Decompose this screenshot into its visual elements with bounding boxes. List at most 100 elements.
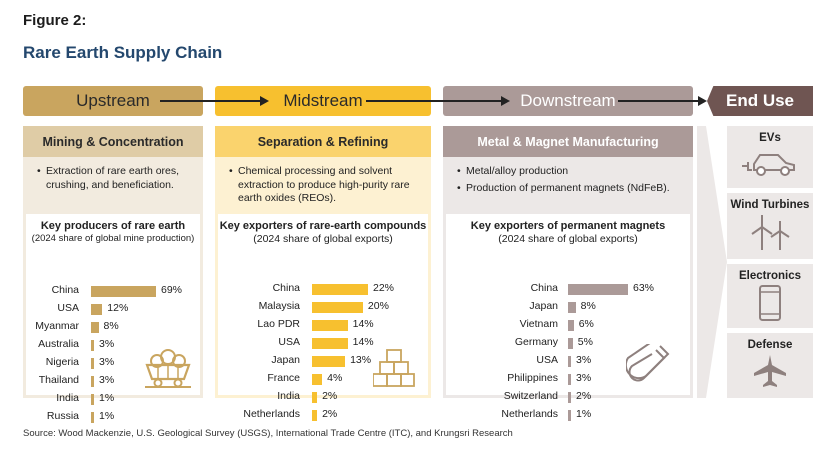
midstream-bar	[312, 338, 348, 349]
flow-arrow-down-end	[618, 100, 698, 102]
upstream-bar-category: USA	[57, 302, 79, 314]
midstream-chart-panel: Key exporters of rare-earth compounds (2…	[218, 214, 428, 421]
upstream-bar-category: Russia	[46, 410, 79, 422]
downstream-bar	[568, 284, 628, 295]
figure-label: Figure 2:	[23, 12, 87, 29]
magnet-icon	[626, 344, 670, 382]
downstream-bar-value-label: 2%	[576, 390, 592, 402]
upstream-bar	[91, 286, 156, 297]
end-use-label: Defense	[747, 339, 793, 351]
downstream-bar-category: Vietnam	[519, 318, 558, 330]
midstream-bar	[312, 302, 363, 313]
midstream-bar	[312, 392, 318, 403]
end-use-label: Electronics	[739, 270, 801, 282]
flow-arrowhead-down-end	[698, 96, 707, 106]
midstream-bar-category: France	[267, 372, 300, 384]
midstream-bullet: Chemical processing and solvent extracti…	[229, 165, 421, 206]
midstream-bar-value-label: 20%	[367, 300, 389, 312]
midstream-bar	[312, 320, 348, 331]
upstream-bar	[91, 376, 94, 387]
midstream-bar-value-label: 14%	[352, 318, 374, 330]
midstream-bar-value-label: 22%	[373, 282, 395, 294]
downstream-chart-subtitle: (2024 share of global exports)	[498, 233, 638, 245]
upstream-bar	[91, 340, 94, 351]
upstream-bar-value-label: 8%	[103, 320, 119, 332]
downstream-chart-title: Key exporters of permanent magnets	[470, 220, 666, 232]
downstream-bar	[568, 374, 571, 385]
midstream-bar	[312, 374, 323, 385]
boxes-icon	[373, 349, 415, 387]
upstream-bar-category: India	[56, 392, 79, 404]
downstream-bar-value-label: 3%	[576, 354, 592, 366]
midstream-chart-subtitle: (2024 share of global exports)	[253, 233, 393, 245]
upstream-bar	[91, 394, 94, 405]
end-use-label: EVs	[759, 132, 781, 144]
midstream-column: Separation & Refining Chemical processin…	[215, 126, 431, 421]
upstream-column: Mining & Concentration Extraction of rar…	[23, 126, 203, 423]
upstream-bar-value-label: 3%	[99, 338, 115, 350]
downstream-bar-value-label: 63%	[633, 282, 655, 294]
upstream-bar-value-label: 1%	[99, 410, 115, 422]
upstream-subheader: Mining & Concentration	[23, 126, 203, 157]
source-note: Source: Wood Mackenzie, U.S. Geological …	[23, 428, 513, 439]
end-use-electronics: Electronics	[727, 264, 813, 328]
downstream-bar-value-label: 3%	[576, 372, 592, 384]
upstream-bar-category: Thailand	[38, 374, 79, 386]
midstream-bar	[312, 356, 346, 367]
upstream-bar	[91, 358, 94, 369]
smartphone-icon	[759, 285, 781, 321]
midstream-bullets: Chemical processing and solvent extracti…	[215, 157, 431, 214]
downstream-bar-category: China	[530, 282, 558, 294]
downstream-bar	[568, 392, 571, 403]
page-title: Rare Earth Supply Chain	[23, 43, 223, 62]
midstream-bar-value-label: 13%	[350, 354, 372, 366]
midstream-subheader: Separation & Refining	[215, 126, 431, 157]
upstream-bar-category: Australia	[38, 338, 79, 350]
end-use-wind-turbines: Wind Turbines	[727, 193, 813, 259]
downstream-bar	[568, 302, 576, 313]
upstream-bar	[91, 412, 94, 423]
downstream-bar-category: Switzerland	[503, 390, 558, 402]
midstream-bar-category: Lao PDR	[257, 318, 300, 330]
upstream-chart-panel: Key producers of rare earth (2024 share …	[26, 214, 200, 423]
wind-turbine-icon	[751, 215, 790, 250]
car-icon	[742, 154, 795, 176]
midstream-bar-value-label: 2%	[322, 408, 338, 420]
stage-end-use: End Use	[707, 86, 813, 116]
upstream-chart-title: Key producers of rare earth	[40, 220, 186, 232]
upstream-bar	[91, 304, 103, 315]
midstream-bar-category: Netherlands	[243, 408, 300, 420]
downstream-bullet: Production of permanent magnets (NdFeB).	[457, 182, 683, 196]
end-use-defense: Defense	[727, 333, 813, 398]
midstream-bar	[312, 284, 368, 295]
downstream-bar-category: USA	[536, 354, 558, 366]
end-use-evs: EVs	[727, 126, 813, 188]
midstream-chart-title: Key exporters of rare-earth compounds	[219, 220, 427, 232]
downstream-bar	[568, 356, 571, 367]
downstream-bar-value-label: 1%	[576, 408, 592, 420]
flow-arrow-up-mid	[160, 100, 260, 102]
downstream-bullet: Metal/alloy production	[457, 165, 683, 179]
midstream-bar-category: USA	[278, 336, 300, 348]
downstream-bar	[568, 410, 571, 421]
upstream-bar-value-label: 69%	[161, 284, 183, 296]
downstream-column: Metal & Magnet Manufacturing Metal/alloy…	[443, 126, 693, 421]
upstream-bullet: Extraction of rare earth ores, crushing,…	[37, 165, 193, 192]
midstream-bar-value-label: 14%	[352, 336, 374, 348]
upstream-bar-category: Nigeria	[45, 356, 79, 368]
flow-arrow-mid-down	[366, 100, 501, 102]
upstream-bar-value-label: 12%	[107, 302, 129, 314]
downstream-bar-category: Netherlands	[501, 408, 558, 420]
end-use-label: Wind Turbines	[730, 199, 810, 211]
upstream-bar-category: China	[51, 284, 79, 296]
downstream-bar-category: Germany	[514, 336, 558, 348]
midstream-bar-category: India	[277, 390, 300, 402]
midstream-bar-value-label: 4%	[327, 372, 343, 384]
downstream-bar	[568, 338, 573, 349]
downstream-bar-value-label: 8%	[580, 300, 596, 312]
upstream-bar-value-label: 3%	[99, 374, 115, 386]
flow-arrowhead-up-mid	[260, 96, 269, 106]
upstream-bar-value-label: 3%	[99, 356, 115, 368]
end-use-funnel	[697, 126, 727, 398]
midstream-bar-category: Malaysia	[258, 300, 300, 312]
